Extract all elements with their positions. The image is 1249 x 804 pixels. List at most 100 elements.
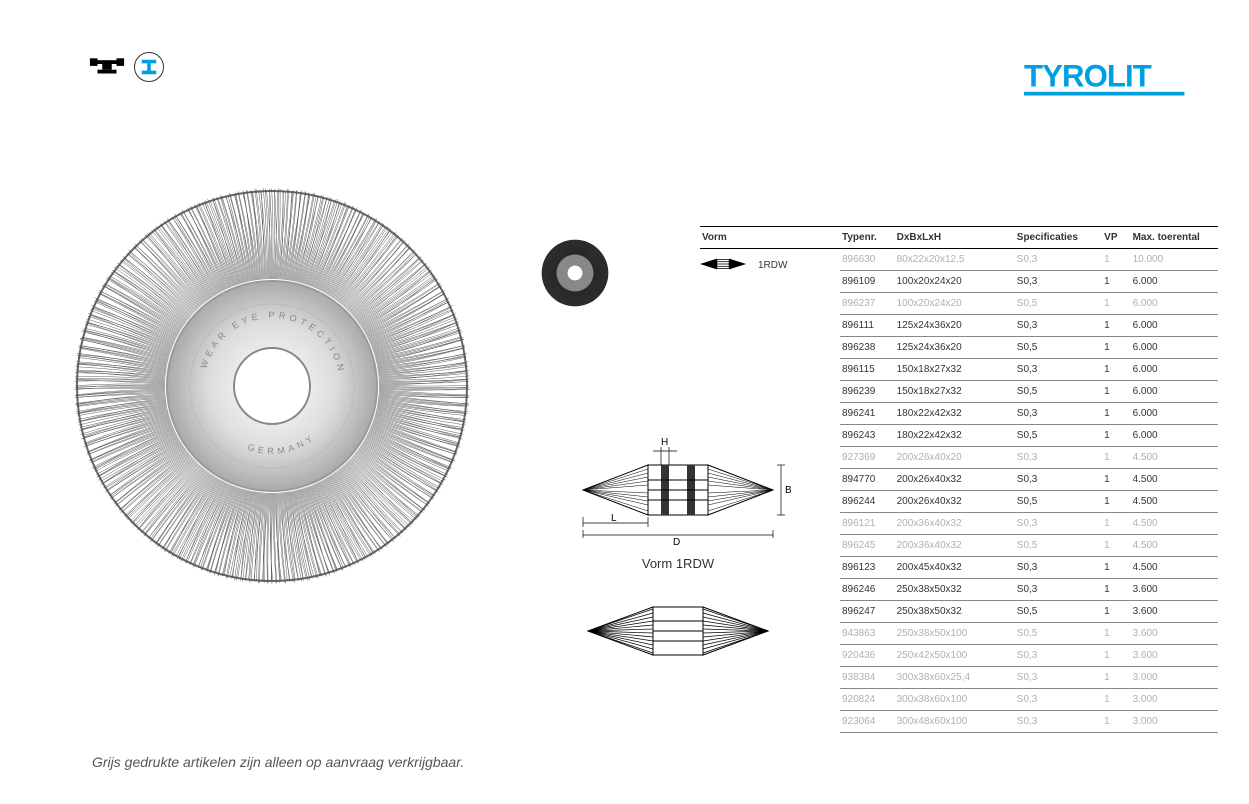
cell-dxblxh: 125x24x36x20	[895, 337, 1015, 359]
cell-dxblxh: 200x26x40x32	[895, 491, 1015, 513]
cell-max: 4.500	[1131, 557, 1218, 579]
table-row: 89663080x22x20x12,5S0,3110.000	[840, 249, 1218, 271]
cell-typenr: 896115	[840, 359, 895, 381]
cell-spec: S0,3	[1015, 403, 1102, 425]
cell-spec: S0,5	[1015, 601, 1102, 623]
table-row: 896238125x24x36x20S0,516.000	[840, 337, 1218, 359]
cell-dxblxh: 250x38x50x100	[895, 623, 1015, 645]
table-row: 920824300x38x60x100S0,313.000	[840, 689, 1218, 711]
table-row: 896245200x36x40x32S0,514.500	[840, 535, 1218, 557]
cell-max: 3.000	[1131, 711, 1218, 733]
cell-max: 6.000	[1131, 315, 1218, 337]
cell-dxblxh: 200x36x40x32	[895, 535, 1015, 557]
cell-dxblxh: 150x18x27x32	[895, 381, 1015, 403]
cell-spec: S0,3	[1015, 667, 1102, 689]
cell-vp: 1	[1102, 535, 1130, 557]
cell-vp: 1	[1102, 425, 1130, 447]
cell-max: 3.600	[1131, 579, 1218, 601]
cell-vp: 1	[1102, 271, 1130, 293]
cell-typenr: 896109	[840, 271, 895, 293]
cell-spec: S0,3	[1015, 689, 1102, 711]
product-image: WEAR EYE PROTECTION MAX RPM 6000 GERMANY	[62, 176, 482, 596]
cell-max: 6.000	[1131, 293, 1218, 315]
cell-dxblxh: 250x38x50x32	[895, 579, 1015, 601]
cell-max: 3.600	[1131, 623, 1218, 645]
th-typenr: Typenr.	[840, 227, 895, 249]
cell-typenr: 896245	[840, 535, 895, 557]
cell-typenr: 938384	[840, 667, 895, 689]
cell-max: 6.000	[1131, 403, 1218, 425]
table-row: 896247250x38x50x32S0,513.600	[840, 601, 1218, 623]
cell-spec: S0,5	[1015, 425, 1102, 447]
cell-typenr: 896111	[840, 315, 895, 337]
cell-spec: S0,5	[1015, 381, 1102, 403]
cell-vp: 1	[1102, 403, 1130, 425]
cell-typenr: 896123	[840, 557, 895, 579]
cell-typenr: 927369	[840, 447, 895, 469]
table-row: 896241180x22x42x32S0,316.000	[840, 403, 1218, 425]
cell-spec: S0,3	[1015, 711, 1102, 733]
cell-dxblxh: 300x38x60x100	[895, 689, 1015, 711]
cell-typenr: 896246	[840, 579, 895, 601]
cell-spec: S0,5	[1015, 623, 1102, 645]
cell-dxblxh: 200x26x40x32	[895, 469, 1015, 491]
table-row: 943863250x38x50x100S0,513.600	[840, 623, 1218, 645]
cell-spec: S0,3	[1015, 359, 1102, 381]
cell-typenr: 896630	[840, 249, 895, 271]
cell-dxblxh: 100x20x24x20	[895, 293, 1015, 315]
cell-dxblxh: 250x42x50x100	[895, 645, 1015, 667]
cell-max: 3.000	[1131, 689, 1218, 711]
cell-vp: 1	[1102, 469, 1130, 491]
cell-max: 6.000	[1131, 337, 1218, 359]
cell-vp: 1	[1102, 513, 1130, 535]
cell-spec: S0,3	[1015, 315, 1102, 337]
cell-spec: S0,3	[1015, 447, 1102, 469]
table-row: 920436250x42x50x100S0,313.600	[840, 645, 1218, 667]
cell-vp: 1	[1102, 447, 1130, 469]
cell-typenr: 896239	[840, 381, 895, 403]
cell-spec: S0,3	[1015, 513, 1102, 535]
cell-dxblxh: 300x38x60x25,4	[895, 667, 1015, 689]
cell-typenr: 896241	[840, 403, 895, 425]
cell-max: 4.500	[1131, 491, 1218, 513]
cell-vp: 1	[1102, 337, 1130, 359]
table-row: 938384300x38x60x25,4S0,313.000	[840, 667, 1218, 689]
cell-dxblxh: 180x22x42x32	[895, 425, 1015, 447]
cell-typenr: 920436	[840, 645, 895, 667]
cell-dxblxh: 150x18x27x32	[895, 359, 1015, 381]
cell-dxblxh: 200x45x40x32	[895, 557, 1015, 579]
cell-typenr: 923064	[840, 711, 895, 733]
brush-side-icon	[538, 601, 818, 666]
steel-beam-icon	[134, 52, 164, 82]
spec-table: Typenr. DxBxLxH Specificaties VP Max. to…	[840, 226, 1218, 733]
cell-max: 4.500	[1131, 535, 1218, 557]
cell-max: 6.000	[1131, 425, 1218, 447]
cell-dxblxh: 200x26x40x20	[895, 447, 1015, 469]
cell-dxblxh: 200x36x40x32	[895, 513, 1015, 535]
cell-vp: 1	[1102, 579, 1130, 601]
cell-typenr: 894770	[840, 469, 895, 491]
th-max: Max. toerental	[1131, 227, 1218, 249]
table-row: 896246250x38x50x32S0,313.600	[840, 579, 1218, 601]
cell-dxblxh: 180x22x42x32	[895, 403, 1015, 425]
table-row: 896123200x45x40x32S0,314.500	[840, 557, 1218, 579]
cell-dxblxh: 250x38x50x32	[895, 601, 1015, 623]
cell-max: 4.500	[1131, 469, 1218, 491]
cell-spec: S0,5	[1015, 491, 1102, 513]
cell-spec: S0,5	[1015, 293, 1102, 315]
cell-spec: S0,3	[1015, 249, 1102, 271]
cell-max: 4.500	[1131, 513, 1218, 535]
brand-logo: TYROLIT	[1024, 50, 1189, 113]
table-row: 896239150x18x27x32S0,516.000	[840, 381, 1218, 403]
cell-vp: 1	[1102, 711, 1130, 733]
table-row: 896121200x36x40x32S0,314.500	[840, 513, 1218, 535]
cell-dxblxh: 80x22x20x12,5	[895, 249, 1015, 271]
cell-dxblxh: 100x20x24x20	[895, 271, 1015, 293]
cell-spec: S0,3	[1015, 469, 1102, 491]
cell-vp: 1	[1102, 491, 1130, 513]
cell-vp: 1	[1102, 315, 1130, 337]
cell-vp: 1	[1102, 645, 1130, 667]
table-row: 896111125x24x36x20S0,316.000	[840, 315, 1218, 337]
cell-vp: 1	[1102, 381, 1130, 403]
cell-spec: S0,5	[1015, 535, 1102, 557]
